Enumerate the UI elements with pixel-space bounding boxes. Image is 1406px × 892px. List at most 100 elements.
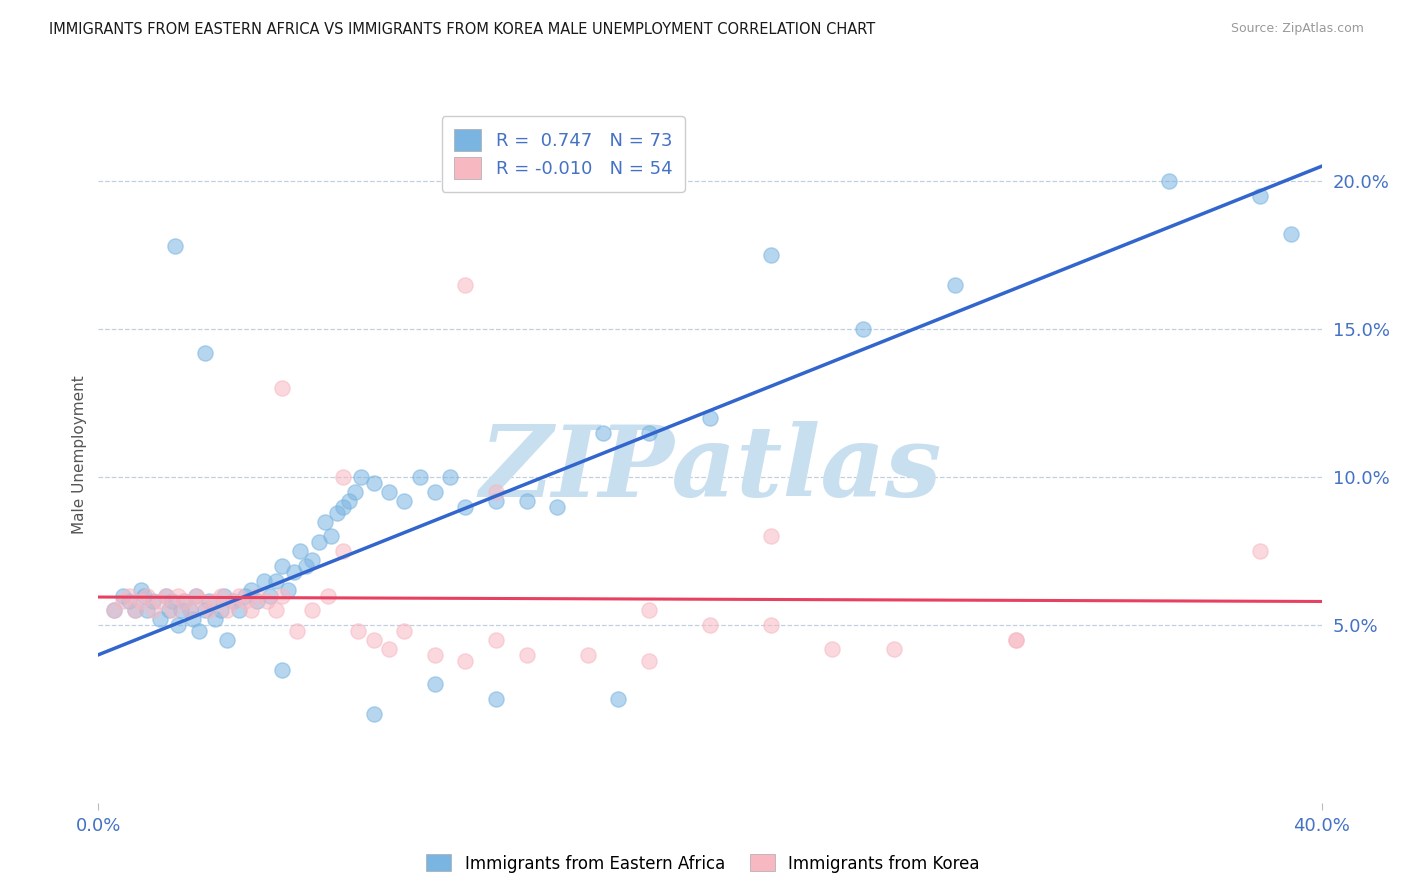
- Point: [1004, 632, 1026, 647]
- Point: [332, 500, 354, 514]
- Point: [363, 706, 385, 721]
- Legend: R =  0.747   N = 73, R = -0.010   N = 54: R = 0.747 N = 73, R = -0.010 N = 54: [441, 116, 685, 192]
- Point: [285, 624, 308, 638]
- Point: [264, 574, 287, 588]
- Point: [194, 603, 217, 617]
- Point: [129, 582, 152, 597]
- Point: [308, 535, 330, 549]
- Point: [233, 594, 256, 608]
- Point: [1279, 227, 1302, 242]
- Point: [181, 612, 204, 626]
- Text: ZIPatlas: ZIPatlas: [479, 421, 941, 517]
- Point: [204, 594, 226, 608]
- Point: [134, 589, 156, 603]
- Point: [256, 594, 278, 608]
- Point: [270, 381, 292, 395]
- Point: [485, 493, 508, 508]
- Point: [332, 470, 354, 484]
- Point: [516, 493, 538, 508]
- Point: [129, 594, 152, 608]
- Point: [173, 594, 195, 608]
- Point: [301, 553, 323, 567]
- Point: [439, 470, 461, 484]
- Point: [423, 484, 446, 499]
- Point: [118, 594, 141, 608]
- Point: [592, 425, 614, 440]
- Point: [259, 589, 281, 603]
- Point: [821, 641, 844, 656]
- Point: [344, 484, 367, 499]
- Point: [111, 589, 134, 603]
- Point: [204, 612, 226, 626]
- Point: [167, 618, 190, 632]
- Point: [408, 470, 430, 484]
- Point: [392, 493, 416, 508]
- Point: [173, 594, 195, 608]
- Point: [301, 603, 323, 617]
- Point: [155, 589, 177, 603]
- Point: [516, 648, 538, 662]
- Point: [1004, 632, 1026, 647]
- Point: [1249, 544, 1271, 558]
- Point: [188, 624, 211, 638]
- Point: [943, 277, 966, 292]
- Point: [699, 411, 721, 425]
- Point: [186, 589, 208, 603]
- Point: [167, 589, 190, 603]
- Point: [124, 603, 146, 617]
- Point: [240, 603, 263, 617]
- Point: [392, 624, 416, 638]
- Point: [332, 544, 354, 558]
- Point: [454, 277, 477, 292]
- Point: [454, 654, 477, 668]
- Point: [485, 692, 508, 706]
- Point: [759, 529, 782, 543]
- Point: [209, 603, 232, 617]
- Point: [246, 594, 269, 608]
- Point: [759, 248, 782, 262]
- Point: [314, 515, 336, 529]
- Point: [194, 345, 217, 359]
- Point: [155, 589, 177, 603]
- Point: [637, 654, 661, 668]
- Point: [326, 506, 349, 520]
- Point: [157, 603, 180, 617]
- Point: [118, 589, 141, 603]
- Point: [160, 603, 183, 617]
- Point: [576, 648, 599, 662]
- Point: [378, 641, 401, 656]
- Point: [883, 641, 905, 656]
- Point: [209, 589, 232, 603]
- Point: [103, 603, 125, 617]
- Point: [546, 500, 568, 514]
- Point: [637, 603, 661, 617]
- Point: [252, 574, 274, 588]
- Point: [454, 500, 477, 514]
- Point: [215, 603, 238, 617]
- Text: IMMIGRANTS FROM EASTERN AFRICA VS IMMIGRANTS FROM KOREA MALE UNEMPLOYMENT CORREL: IMMIGRANTS FROM EASTERN AFRICA VS IMMIGR…: [49, 22, 876, 37]
- Point: [759, 618, 782, 632]
- Point: [142, 603, 165, 617]
- Point: [295, 558, 318, 573]
- Point: [103, 603, 125, 617]
- Point: [240, 582, 263, 597]
- Point: [607, 692, 630, 706]
- Point: [111, 594, 134, 608]
- Text: Source: ZipAtlas.com: Source: ZipAtlas.com: [1230, 22, 1364, 36]
- Point: [363, 476, 385, 491]
- Point: [264, 603, 287, 617]
- Point: [423, 677, 446, 691]
- Point: [215, 632, 238, 647]
- Point: [347, 624, 370, 638]
- Point: [136, 589, 159, 603]
- Y-axis label: Male Unemployment: Male Unemployment: [72, 376, 87, 534]
- Point: [170, 603, 193, 617]
- Point: [246, 589, 269, 603]
- Point: [149, 612, 172, 626]
- Point: [699, 618, 721, 632]
- Point: [228, 589, 250, 603]
- Point: [228, 603, 250, 617]
- Point: [283, 565, 305, 579]
- Point: [316, 589, 339, 603]
- Point: [222, 594, 245, 608]
